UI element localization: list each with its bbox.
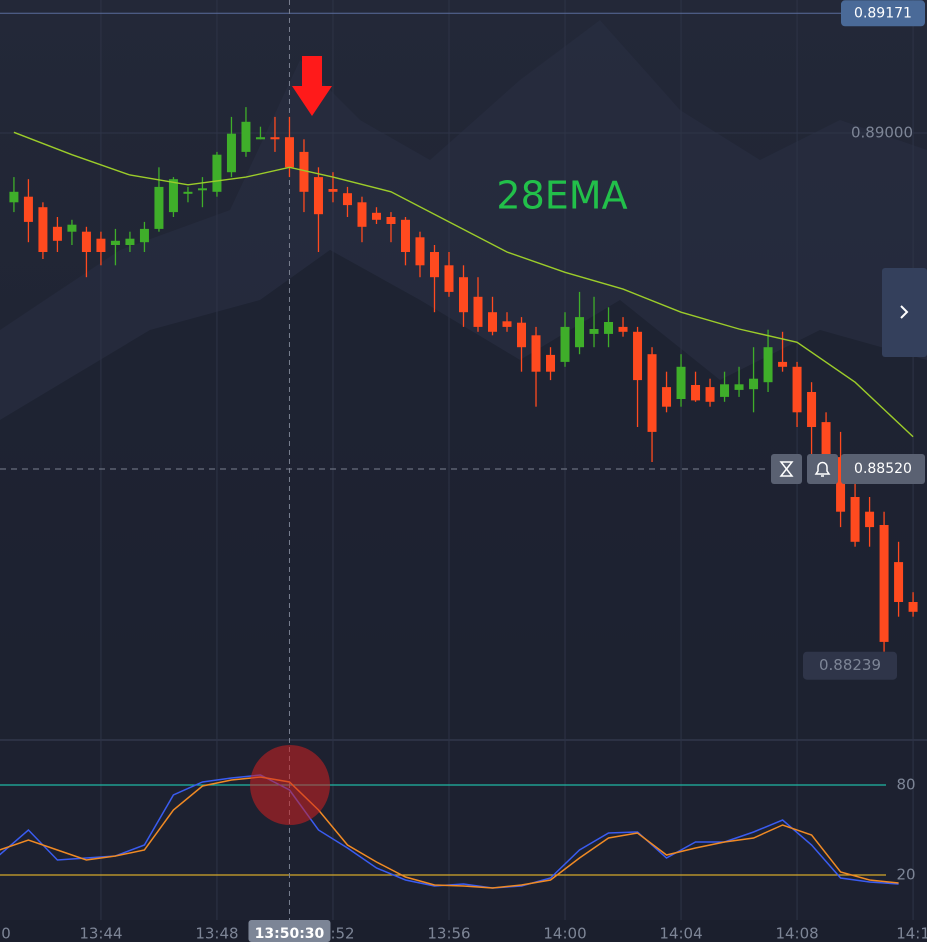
candle-body bbox=[734, 384, 744, 390]
candle-body bbox=[604, 322, 614, 334]
candle-body bbox=[400, 219, 410, 252]
candle-body bbox=[52, 226, 62, 241]
current-price-tag: 0.88520 bbox=[854, 461, 912, 477]
candle-body bbox=[560, 326, 570, 362]
candle-body bbox=[894, 562, 904, 602]
candle-body bbox=[575, 317, 585, 348]
candle-body bbox=[357, 202, 367, 227]
candle-body bbox=[662, 387, 672, 407]
plot-layer bbox=[0, 107, 918, 889]
candle-body bbox=[270, 137, 280, 140]
candle-body bbox=[647, 354, 657, 432]
candle-body bbox=[908, 602, 918, 612]
mountain-backdrop bbox=[0, 20, 927, 740]
candle-body bbox=[67, 224, 77, 232]
x-tick-label: 13:44 bbox=[79, 925, 122, 942]
candle-body bbox=[255, 137, 265, 140]
level-label: 80 bbox=[896, 776, 915, 794]
candle-body bbox=[386, 217, 396, 224]
candle-body bbox=[9, 191, 19, 203]
candle-body bbox=[284, 137, 294, 168]
current-price-box bbox=[841, 454, 925, 484]
hourglass-icon bbox=[779, 461, 794, 477]
candle-body bbox=[488, 312, 498, 332]
candle-body bbox=[299, 151, 309, 192]
candle-body bbox=[502, 321, 512, 327]
candle-body bbox=[313, 177, 323, 215]
candle-body bbox=[546, 354, 556, 372]
bell-icon bbox=[814, 461, 831, 477]
candle-body bbox=[96, 238, 106, 252]
candle-body bbox=[139, 228, 149, 243]
candle-body bbox=[23, 196, 33, 222]
high-tag: 0.89171 bbox=[854, 5, 912, 21]
signal-arrow bbox=[292, 56, 332, 116]
x-tick-label: 13:48 bbox=[195, 925, 238, 942]
candle-body bbox=[850, 497, 860, 542]
candle-body bbox=[720, 384, 730, 397]
crosshair-box bbox=[248, 920, 331, 942]
indicator-panel bbox=[0, 740, 927, 920]
candle-body bbox=[633, 331, 643, 381]
x-tick-label: 14:1 bbox=[896, 925, 927, 942]
x-tick-label: 14:04 bbox=[659, 925, 702, 942]
candle-body bbox=[125, 238, 135, 245]
ema-annotation: 28EMA bbox=[496, 174, 627, 218]
candle-body bbox=[81, 231, 91, 252]
x-tick-label: 0 bbox=[1, 925, 11, 942]
candle-body bbox=[212, 154, 222, 192]
candle-body bbox=[429, 252, 439, 278]
crosshair-label: 13:50:30 bbox=[255, 926, 325, 942]
oscillator-line bbox=[0, 776, 899, 889]
candle-body bbox=[415, 237, 425, 266]
candle-body bbox=[879, 525, 889, 642]
candle-body bbox=[183, 191, 193, 194]
candle-body bbox=[444, 265, 454, 292]
y-tick-label: 0.89000 bbox=[851, 124, 913, 142]
candle-body bbox=[328, 189, 338, 192]
candle-body bbox=[154, 186, 164, 229]
candle-body bbox=[749, 378, 759, 390]
candle-body bbox=[865, 511, 875, 528]
low-tag-box bbox=[803, 651, 897, 680]
high-tag-box bbox=[841, 0, 925, 27]
ema-line bbox=[13, 131, 914, 438]
low-tag: 0.88239 bbox=[819, 656, 881, 674]
candle-body bbox=[371, 212, 381, 220]
candle-body bbox=[459, 277, 468, 313]
candle-body bbox=[807, 392, 817, 427]
candle-body bbox=[821, 422, 831, 462]
candle-body bbox=[676, 366, 686, 399]
candle-body bbox=[792, 366, 802, 413]
candle-body bbox=[778, 361, 788, 367]
candle-body bbox=[836, 457, 846, 512]
candle-body bbox=[691, 385, 701, 401]
candle-body bbox=[618, 326, 628, 332]
chevron-icon bbox=[900, 305, 909, 319]
x-tick-label: 14:00 bbox=[543, 925, 586, 942]
side-toggle[interactable] bbox=[882, 268, 927, 357]
candle-body bbox=[110, 240, 120, 245]
candle-body bbox=[197, 188, 207, 191]
signal-highlight bbox=[250, 745, 330, 825]
alert-button[interactable] bbox=[807, 454, 838, 484]
candle-body bbox=[517, 322, 527, 348]
candle-body bbox=[342, 193, 352, 206]
x-tick-label: 14:08 bbox=[775, 925, 818, 942]
candle-body bbox=[705, 387, 715, 402]
candle-body bbox=[241, 121, 251, 152]
candle-body bbox=[589, 329, 599, 334]
candle-body bbox=[168, 179, 178, 213]
candle-body bbox=[763, 347, 773, 383]
x-tick-label: 13:56 bbox=[427, 925, 470, 942]
candle-body bbox=[473, 296, 483, 327]
level-label: 20 bbox=[896, 866, 915, 884]
candle-body bbox=[531, 335, 541, 372]
side-toggle-button[interactable] bbox=[882, 268, 927, 357]
candle-body bbox=[38, 207, 48, 252]
candle-body bbox=[226, 133, 236, 173]
